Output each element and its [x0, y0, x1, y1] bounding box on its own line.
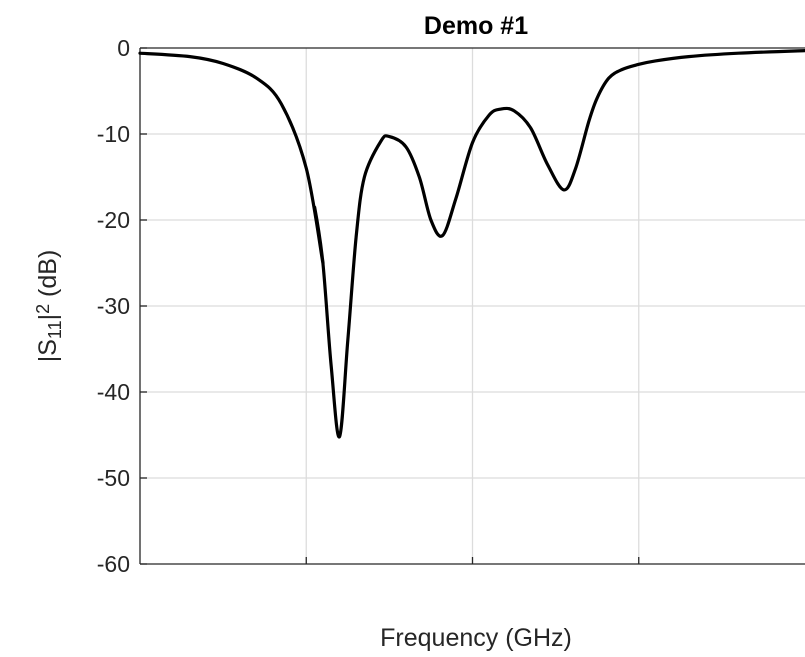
y-label-suffix: (dB): [34, 250, 62, 304]
grid: [140, 48, 805, 564]
y-label-subscript: 11: [45, 320, 65, 339]
y-label-superscript: 2: [33, 304, 53, 314]
y-tick-label-5: -50: [97, 465, 130, 491]
y-tick-label-6: -60: [97, 551, 130, 577]
y-tick-label-2: -20: [97, 207, 130, 233]
x-axis-label: Frequency (GHz): [380, 624, 572, 652]
y-ticks: 0 -10 -20 -30 -40 -50 -60: [97, 35, 640, 577]
series-line-s11: [138, 49, 805, 439]
y-tick-label-3: -30: [97, 293, 130, 319]
chart-title: Demo #1: [424, 12, 528, 40]
y-axis-label: |S11|2 (dB): [33, 250, 66, 363]
y-tick-label-1: -10: [97, 121, 130, 147]
y-label-middle: |: [34, 314, 62, 321]
y-tick-label-4: -40: [97, 379, 130, 405]
y-tick-label-0: 0: [117, 35, 130, 61]
y-label-prefix: |S: [34, 339, 62, 362]
